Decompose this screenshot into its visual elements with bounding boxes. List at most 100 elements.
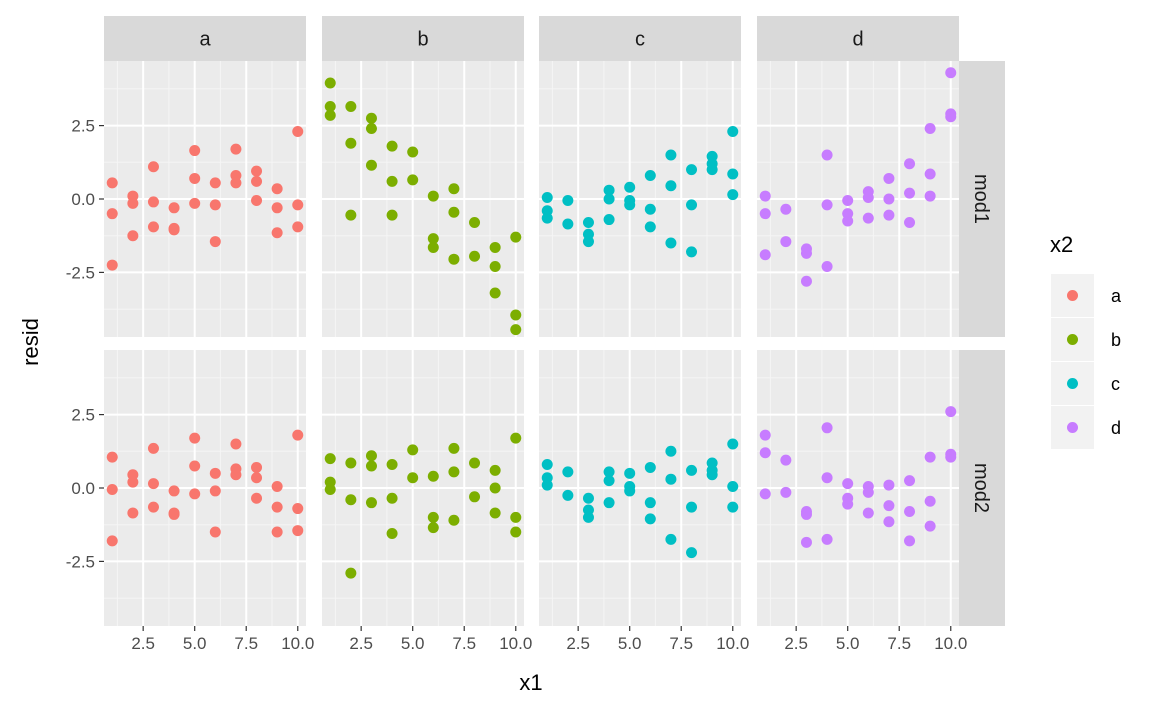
data-point — [489, 464, 501, 476]
strip-col-label: d — [852, 29, 863, 51]
data-point — [386, 492, 398, 504]
data-point — [759, 249, 771, 261]
data-point — [407, 472, 419, 484]
strip-col-label: c — [635, 29, 645, 51]
data-point — [924, 123, 936, 135]
y-tick-label: -2.5 — [66, 263, 95, 282]
data-point — [562, 489, 574, 501]
x-axis-title: x1 — [519, 670, 542, 695]
data-point — [510, 526, 522, 538]
legend: x2 a b c d — [1050, 232, 1122, 449]
data-point — [271, 526, 283, 538]
data-point — [448, 183, 460, 195]
data-point — [427, 470, 439, 482]
data-point — [883, 172, 895, 184]
data-point — [469, 250, 481, 262]
data-point — [106, 451, 118, 463]
data-point — [407, 174, 419, 186]
x-tick-label: 5.0 — [618, 634, 642, 653]
data-point — [842, 498, 854, 510]
data-point — [427, 241, 439, 253]
data-point — [168, 224, 180, 236]
data-point — [582, 216, 594, 228]
data-point — [862, 212, 874, 224]
y-tick-label: -2.5 — [66, 552, 95, 571]
data-point — [324, 109, 336, 121]
data-point — [324, 483, 336, 495]
data-point — [427, 233, 439, 245]
data-point — [106, 483, 118, 495]
panel-mod2-d — [757, 350, 959, 626]
strip-row-mod1 — [959, 61, 1005, 337]
data-point — [727, 189, 739, 201]
x-tick-label: 2.5 — [349, 634, 373, 653]
strip-col-label: b — [417, 29, 428, 51]
data-point — [489, 241, 501, 253]
data-point — [800, 275, 812, 287]
legend-swatch — [1067, 334, 1078, 345]
data-point — [407, 146, 419, 158]
data-point — [842, 194, 854, 206]
data-point — [686, 464, 698, 476]
data-point — [469, 216, 481, 228]
data-point — [168, 202, 180, 214]
data-point — [448, 514, 460, 526]
data-point — [821, 472, 833, 484]
data-point — [904, 475, 916, 487]
data-point — [603, 475, 615, 487]
y-tick-label: 0.0 — [71, 479, 95, 498]
legend-swatch — [1067, 290, 1078, 301]
x-tick-label: 10.0 — [934, 634, 967, 653]
data-point — [448, 442, 460, 454]
strip-col-b — [322, 16, 524, 61]
data-point — [883, 500, 895, 512]
data-point — [727, 438, 739, 450]
data-point — [365, 460, 377, 472]
data-point — [624, 467, 636, 479]
data-point — [230, 438, 242, 450]
data-point — [448, 206, 460, 218]
data-point — [189, 432, 201, 444]
legend-label: c — [1111, 374, 1120, 394]
data-point — [345, 209, 357, 221]
data-point — [365, 497, 377, 509]
data-point — [230, 177, 242, 189]
data-point — [230, 143, 242, 155]
data-point — [842, 478, 854, 490]
data-point — [582, 236, 594, 248]
data-point — [365, 159, 377, 171]
data-point — [644, 221, 656, 233]
data-point — [862, 486, 874, 498]
data-point — [209, 177, 221, 189]
data-point — [386, 459, 398, 471]
data-point — [821, 261, 833, 273]
data-point — [345, 457, 357, 469]
data-point — [324, 101, 336, 113]
y-tick-label: 0.0 — [71, 190, 95, 209]
data-point — [292, 525, 304, 537]
panel-mod2-a — [104, 350, 306, 626]
data-point — [292, 199, 304, 211]
data-point — [924, 168, 936, 180]
data-point — [251, 165, 263, 177]
strip-row-mod2 — [959, 350, 1005, 626]
x-tick-label: 7.5 — [452, 634, 476, 653]
data-point — [759, 208, 771, 220]
data-point — [147, 221, 159, 233]
data-point — [665, 445, 677, 457]
x-tick-label: 2.5 — [784, 634, 808, 653]
data-point — [510, 324, 522, 336]
data-point — [603, 497, 615, 509]
data-point — [582, 511, 594, 523]
data-point — [644, 203, 656, 215]
data-point — [189, 145, 201, 157]
data-point — [945, 406, 957, 418]
data-point — [883, 479, 895, 491]
x-tick-label: 7.5 — [887, 634, 911, 653]
data-point — [945, 111, 957, 123]
data-point — [644, 497, 656, 509]
legend-swatch — [1067, 422, 1078, 433]
data-point — [251, 492, 263, 504]
data-point — [189, 197, 201, 209]
data-point — [541, 459, 553, 471]
